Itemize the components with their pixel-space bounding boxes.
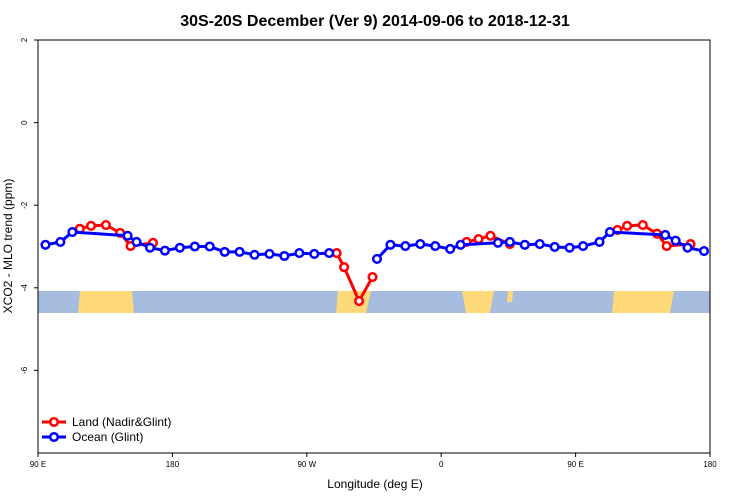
- point: [415, 238, 426, 250]
- legend-marker: [48, 416, 60, 428]
- y-axis-label: XCO2 - MLO trend (ppm): [1, 179, 15, 314]
- land-blob: [612, 291, 674, 313]
- point: [371, 253, 383, 264]
- point: [189, 241, 200, 252]
- point: [400, 241, 411, 252]
- point: [485, 230, 496, 241]
- point: [622, 220, 633, 231]
- point: [144, 242, 156, 253]
- land-blob: [462, 291, 494, 313]
- point: [445, 243, 456, 255]
- land-blob: [78, 291, 134, 313]
- y-tick-label: 2: [20, 37, 29, 42]
- point: [324, 248, 335, 259]
- point: [204, 241, 215, 252]
- y-tick-label: -4: [20, 284, 29, 292]
- point: [85, 220, 97, 231]
- point: [670, 235, 681, 246]
- point: [682, 242, 693, 253]
- point: [67, 226, 78, 238]
- y-tick-label: -6: [20, 366, 29, 374]
- point: [534, 238, 545, 250]
- series-line: [79, 223, 691, 305]
- point: [55, 236, 66, 248]
- point: [473, 234, 484, 245]
- point: [122, 230, 133, 241]
- ocean-strip: [38, 291, 710, 313]
- point: [294, 248, 305, 259]
- legend-marker: [48, 431, 60, 443]
- point: [234, 246, 245, 257]
- legend-label: Land (Nadir&Glint): [72, 415, 171, 429]
- point: [309, 248, 320, 259]
- land-ocean-strip: [38, 291, 710, 313]
- x-tick-label: 0: [439, 460, 444, 469]
- point: [637, 219, 648, 231]
- x-tick-label: 180: [166, 460, 180, 469]
- point: [279, 250, 290, 262]
- point: [549, 241, 560, 252]
- point: [492, 237, 503, 248]
- point: [660, 229, 671, 240]
- point: [354, 295, 365, 307]
- land-blob: [507, 291, 513, 302]
- point: [519, 239, 530, 250]
- chart-title: 30S-20S December (Ver 9) 2014-09-06 to 2…: [180, 13, 570, 30]
- point: [455, 239, 466, 250]
- point: [594, 236, 605, 248]
- point: [219, 246, 230, 257]
- x-tick-label: 90 W: [297, 460, 316, 469]
- point: [504, 236, 515, 248]
- point: [100, 219, 111, 231]
- point: [604, 226, 615, 238]
- land-blob: [336, 291, 371, 313]
- point: [578, 241, 589, 252]
- legend-label: Ocean (Glint): [72, 430, 143, 444]
- x-tick-label: 90 E: [30, 460, 46, 469]
- x-axis-label: Longitude (deg E): [327, 477, 422, 491]
- point: [339, 262, 350, 273]
- y-tick-label: -2: [20, 201, 29, 209]
- point: [385, 239, 396, 250]
- y-tick-label: 0: [20, 120, 29, 125]
- point: [698, 245, 710, 257]
- point: [264, 248, 275, 259]
- point: [131, 236, 142, 248]
- x-tick-label: 90 E: [567, 460, 583, 469]
- point: [661, 241, 672, 252]
- point: [159, 245, 170, 256]
- point: [564, 242, 575, 253]
- point: [40, 239, 51, 250]
- point: [249, 249, 260, 260]
- point: [367, 272, 378, 283]
- point: [430, 241, 441, 252]
- point: [174, 242, 185, 253]
- x-tick-label: 180: [703, 460, 717, 469]
- plot-frame: [37, 39, 711, 454]
